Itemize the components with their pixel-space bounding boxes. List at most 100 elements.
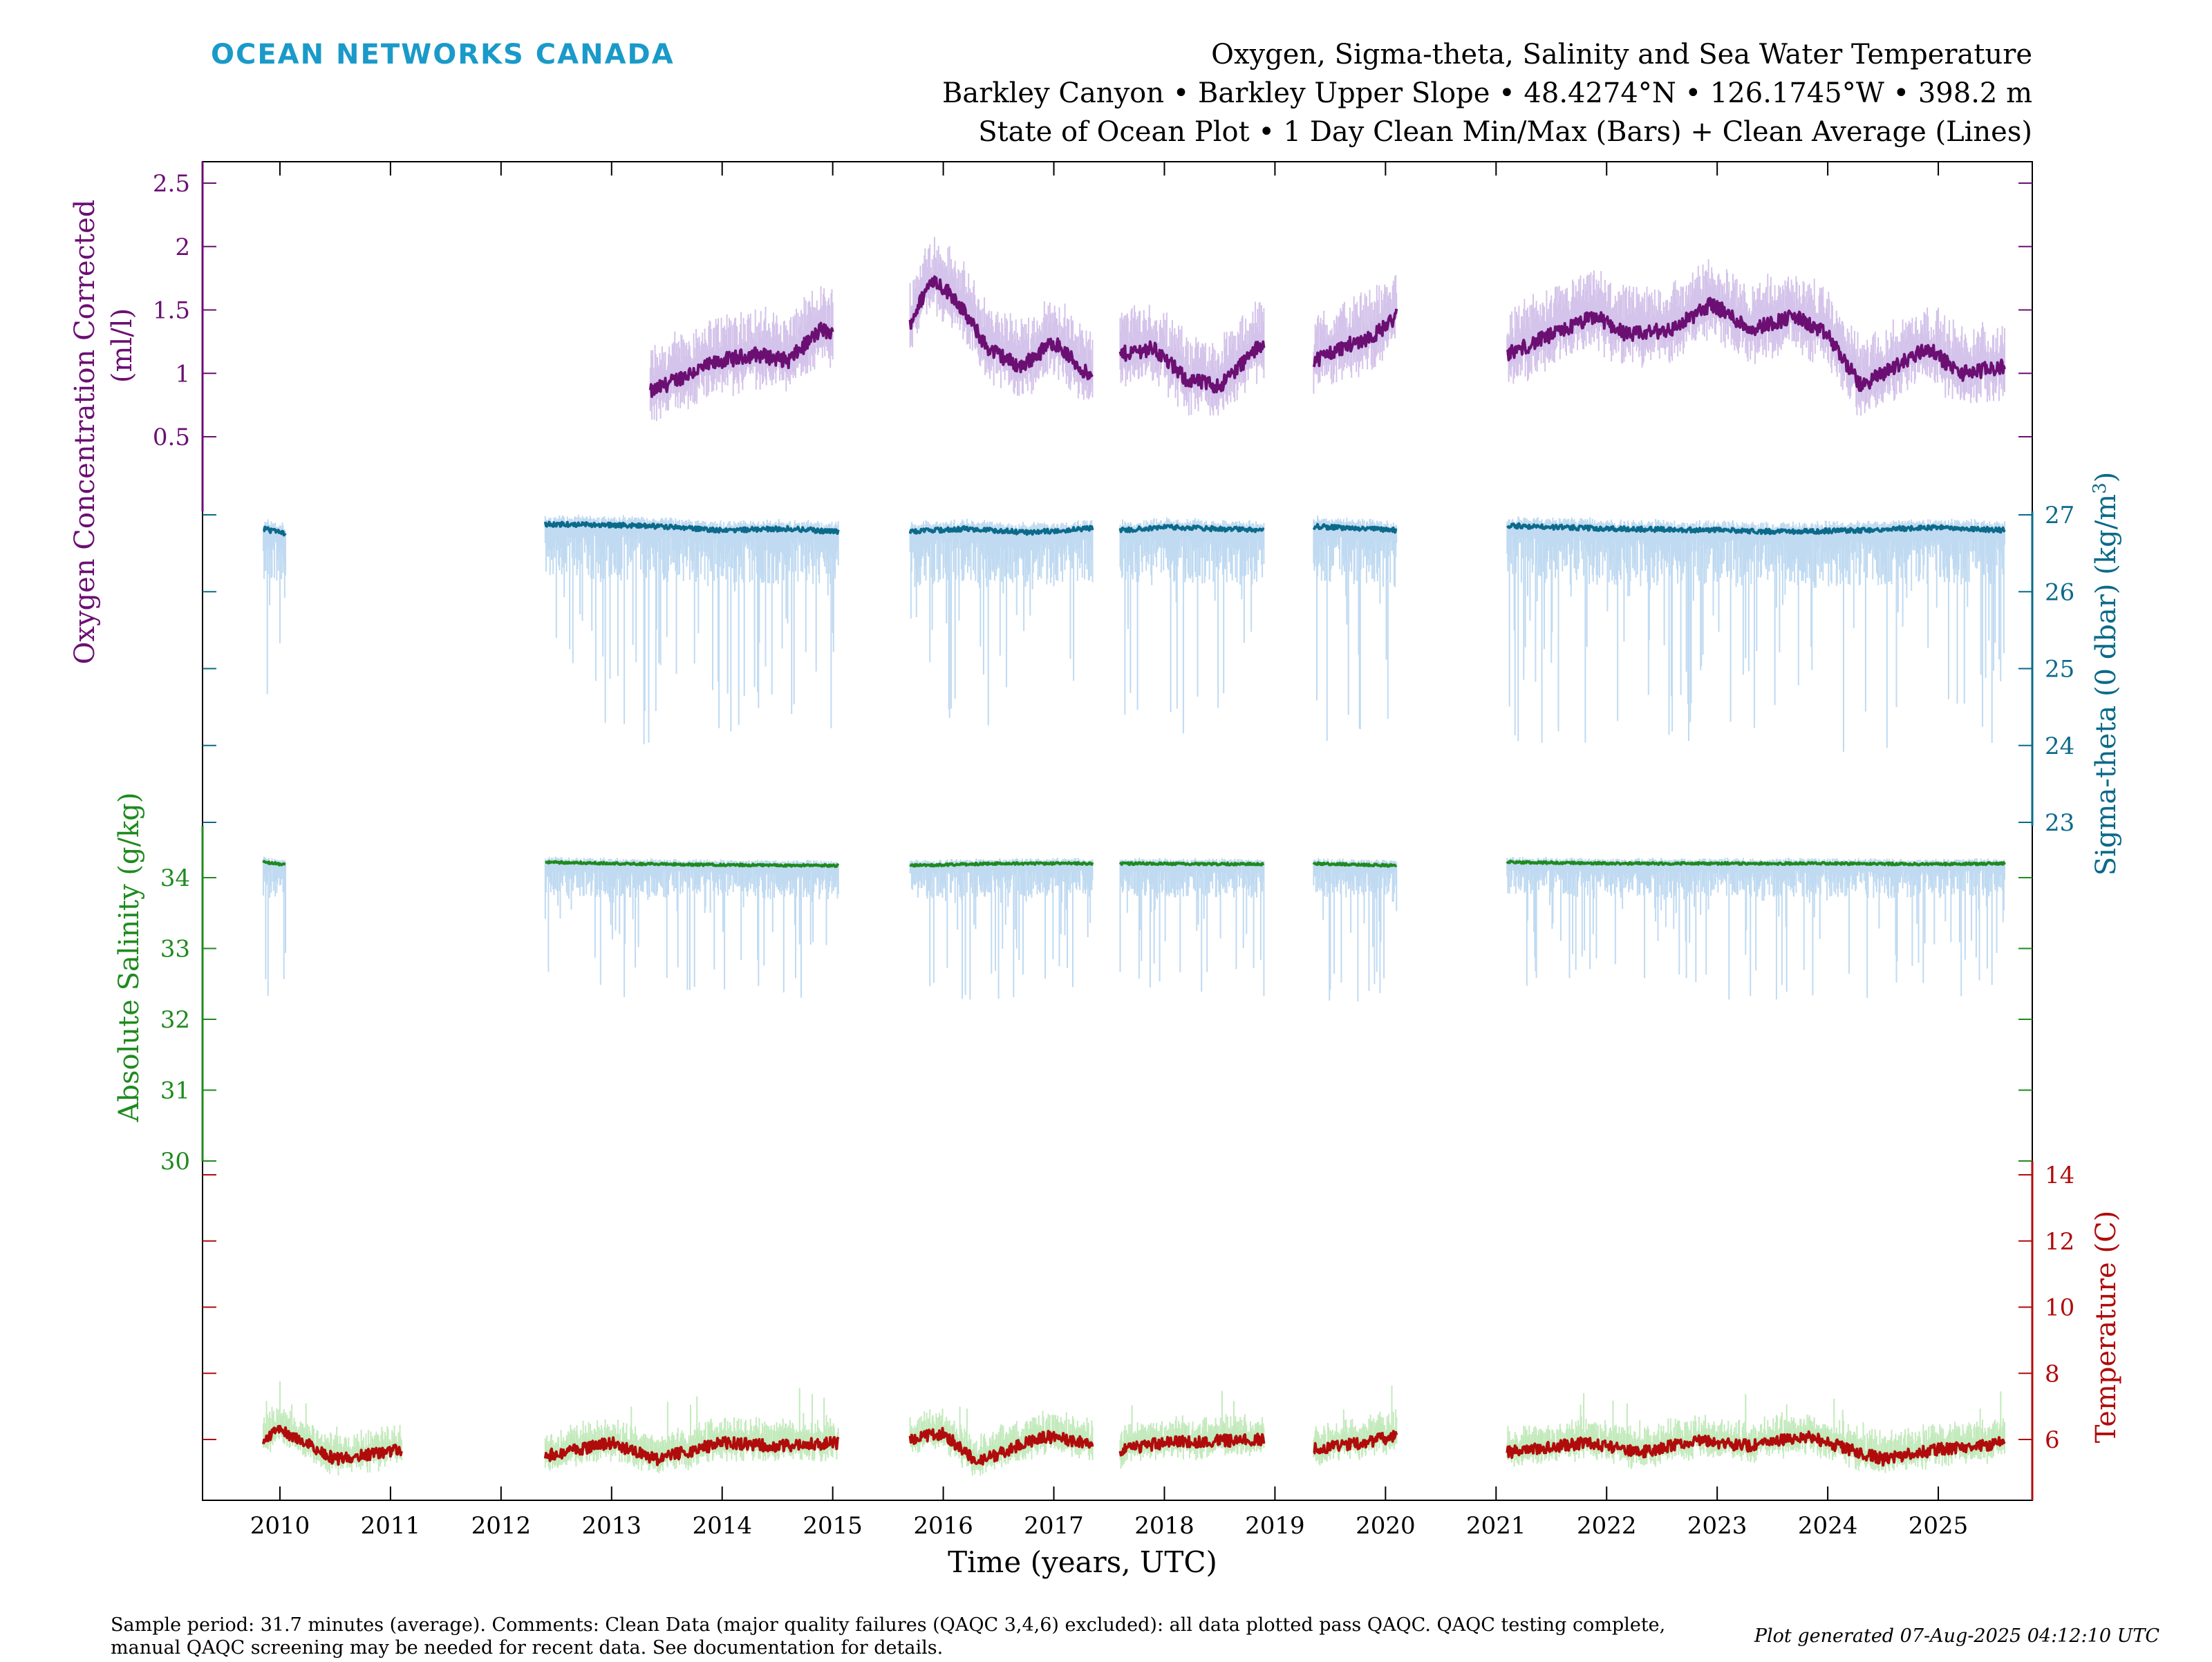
average-line-temperature: [1506, 1430, 2006, 1467]
chart-subtitle-description: State of Ocean Plot • 1 Day Clean Min/Ma…: [978, 116, 2032, 148]
x-tick-label: 2012: [471, 1512, 532, 1540]
sigma-theta-axis-label: Sigma-theta (0 dbar) (kg/m3): [2090, 472, 2122, 876]
chart-subtitle-location: Barkley Canyon • Barkley Upper Slope • 4…: [942, 77, 2032, 109]
minmax-bars-absolute-salinity: [1119, 858, 1265, 997]
y-tick-label: 10: [2045, 1294, 2074, 1322]
average-line-temperature: [1118, 1433, 1266, 1457]
average-lines: [262, 275, 2006, 1467]
minmax-bars-sigma-theta: [1313, 516, 1398, 741]
x-tick-label: 2021: [1466, 1512, 1526, 1540]
y-tick-label: 33: [160, 936, 190, 963]
minmax-bars-sigma-theta: [263, 519, 286, 695]
oxygen-axis-label: Oxygen Concentration Corrected: [69, 200, 101, 665]
average-line-absolute-salinity: [262, 860, 286, 867]
average-line-oxygen-concentration-corrected: [1506, 296, 2006, 393]
x-tick-label: 2014: [692, 1512, 752, 1540]
y-tick-label: 32: [160, 1006, 190, 1034]
minmax-bars-sigma-theta: [909, 518, 1094, 726]
average-line-sigma-theta: [1312, 522, 1398, 534]
average-line-sigma-theta: [1506, 522, 2006, 536]
average-line-temperature: [543, 1435, 840, 1466]
chart-title: Oxygen, Sigma-theta, Salinity and Sea Wa…: [1211, 39, 2032, 70]
footer-comment-line2: manual QAQC screening may be needed for …: [111, 1637, 943, 1659]
x-tick-label: 2023: [1687, 1512, 1747, 1540]
y-tick-label: 6: [2045, 1426, 2060, 1454]
y-tick-label: 0.5: [153, 424, 190, 451]
average-line-absolute-salinity: [1312, 861, 1398, 868]
minmax-bars-oxygen-concentration-corrected: [1506, 259, 2005, 416]
salinity-axis-label-text: Absolute Salinity: [113, 884, 145, 1123]
y-tick-label: 27: [2045, 502, 2074, 529]
x-tick-label: 2025: [1909, 1512, 1969, 1540]
average-line-sigma-theta: [908, 525, 1094, 536]
minmax-bars-temperature: [1119, 1390, 1265, 1469]
brand-logo-text: OCEAN NETWORKS CANADA: [211, 39, 675, 70]
min-max-bars: [263, 236, 2005, 1476]
average-line-sigma-theta: [263, 525, 287, 537]
y-tick-label: 2.5: [153, 170, 190, 198]
minmax-bars-sigma-theta: [1119, 517, 1265, 734]
y-tick-label: 26: [2045, 578, 2074, 606]
plot-frame: [202, 161, 2033, 1501]
y-tick-label: 31: [160, 1077, 190, 1105]
temperature-axis-label: Temperature (C): [2090, 1211, 2122, 1444]
average-line-sigma-theta: [543, 520, 840, 535]
average-line-oxygen-concentration-corrected: [1312, 308, 1398, 368]
minmax-bars-temperature: [544, 1388, 839, 1474]
x-tick-label: 2022: [1577, 1512, 1637, 1540]
y-tick-label: 1.5: [153, 297, 190, 325]
y-tick-label: 2: [175, 234, 190, 261]
minmax-bars-oxygen-concentration-corrected: [1313, 274, 1398, 394]
x-tick-label: 2010: [250, 1512, 310, 1540]
y-tick-label: 30: [160, 1148, 190, 1175]
y-tick-label: 12: [2045, 1228, 2074, 1256]
average-line-absolute-salinity: [545, 860, 840, 868]
oxygen-axis-unit: (ml/l): [106, 308, 138, 383]
average-line-temperature: [908, 1426, 1094, 1466]
x-tick-label: 2011: [361, 1512, 421, 1540]
y-tick-label: 1: [175, 360, 190, 388]
x-tick-label: 2017: [1024, 1512, 1084, 1540]
y-tick-label: 8: [2045, 1360, 2060, 1388]
y-tick-label: 25: [2045, 656, 2074, 683]
x-tick-label: 2016: [913, 1512, 973, 1540]
minmax-bars-absolute-salinity: [544, 856, 839, 998]
minmax-bars-sigma-theta: [1506, 516, 2005, 752]
footer-comment-line1: Sample period: 31.7 minutes (average). C…: [111, 1614, 1665, 1636]
salinity-axis-unit: (g/kg): [113, 792, 145, 875]
minmax-bars-temperature: [1506, 1391, 2005, 1473]
x-tick-label: 2020: [1356, 1512, 1416, 1540]
axes: 2010 2011 2012 2013 2014 2015 2016 2017 2018 2019…: [153, 162, 2074, 1540]
average-line-temperature: [1313, 1430, 1398, 1455]
x-tick-label: 2024: [1798, 1512, 1858, 1540]
minmax-bars-absolute-salinity: [263, 856, 286, 997]
x-tick-label: 2019: [1245, 1512, 1305, 1540]
sigma-theta-axis-unit-superscript: 3: [2090, 482, 2110, 494]
x-tick-label: 2013: [582, 1512, 642, 1540]
average-line-absolute-salinity: [1506, 860, 2006, 867]
minmax-bars-sigma-theta: [544, 514, 839, 744]
sigma-theta-axis-unit-close: ): [2090, 472, 2122, 483]
sigma-theta-axis-label-text: Sigma-theta (0 dbar) (kg/m: [2090, 494, 2122, 876]
y-tick-label: 14: [2045, 1162, 2074, 1189]
average-line-oxygen-concentration-corrected: [1118, 340, 1266, 394]
minmax-bars-absolute-salinity: [1506, 856, 2005, 1000]
y-tick-label: 23: [2045, 809, 2074, 837]
x-tick-label: 2018: [1134, 1512, 1194, 1540]
y-tick-label: 34: [160, 865, 190, 892]
minmax-bars-absolute-salinity: [1313, 858, 1398, 1002]
average-line-temperature: [262, 1424, 403, 1466]
y-tick-label: 24: [2045, 733, 2074, 760]
x-tick-label: 2015: [803, 1512, 863, 1540]
plot-generated-timestamp: Plot generated 07-Aug-2025 04:12:10 UTC: [1754, 1625, 2159, 1647]
minmax-bars-oxygen-concentration-corrected: [909, 236, 1094, 400]
average-line-absolute-salinity: [1118, 861, 1265, 867]
salinity-axis-label: Absolute Salinity (g/kg): [113, 792, 145, 1122]
average-line-oxygen-concentration-corrected: [648, 321, 834, 398]
average-line-sigma-theta: [1118, 523, 1265, 533]
x-axis-label: Time (years, UTC): [948, 1545, 1217, 1579]
minmax-bars-absolute-salinity: [909, 858, 1094, 1000]
average-line-oxygen-concentration-corrected: [908, 275, 1094, 381]
average-line-absolute-salinity: [909, 861, 1094, 868]
